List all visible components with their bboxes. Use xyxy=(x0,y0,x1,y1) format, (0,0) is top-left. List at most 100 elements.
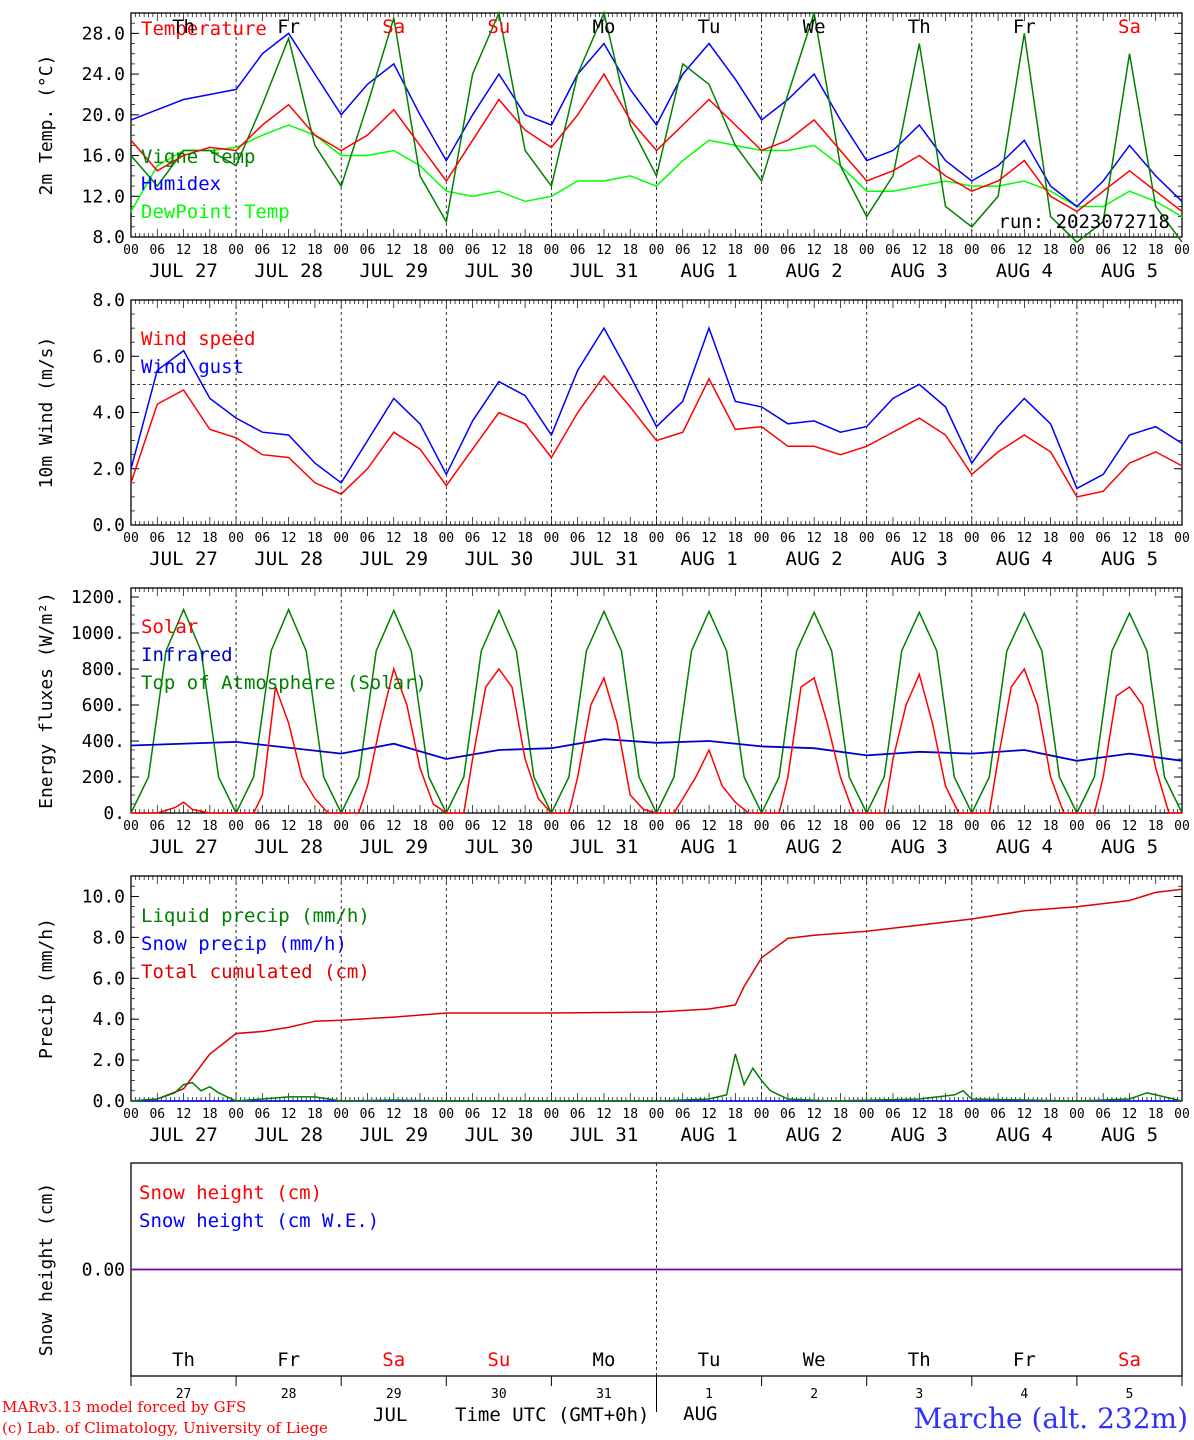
weekday-label-top: Sa xyxy=(382,16,405,38)
hour-tick-label: 18 xyxy=(727,243,743,258)
hour-tick-label: 06 xyxy=(255,1107,271,1122)
y-tick-label: 4.0 xyxy=(92,403,125,424)
hour-tick-label: 12 xyxy=(386,243,402,258)
y-axis-title: Snow height (cm) xyxy=(36,1183,57,1356)
hour-tick-label: 18 xyxy=(938,819,954,834)
hour-tick-label: 00 xyxy=(123,819,139,834)
hour-tick-label: 00 xyxy=(754,531,770,546)
hour-tick-label: 06 xyxy=(570,1107,586,1122)
credit-lab: (c) Lab. of Climatology, University of L… xyxy=(2,1419,328,1437)
series-line-1 xyxy=(130,325,1183,490)
y-tick-label: 800. xyxy=(82,659,125,680)
hour-tick-label: 18 xyxy=(412,1107,428,1122)
day-number-label: 31 xyxy=(596,1387,612,1402)
y-tick-label: 8.0 xyxy=(92,227,125,248)
hour-tick-label: 12 xyxy=(176,243,192,258)
y-tick-label: 400. xyxy=(82,731,125,752)
date-label: JUL 31 xyxy=(570,548,639,570)
date-label: JUL 27 xyxy=(149,836,218,858)
month-label-jul: JUL xyxy=(373,1404,408,1426)
hour-tick-label: 12 xyxy=(701,531,717,546)
hour-tick-label: 00 xyxy=(754,243,770,258)
run-label: run: 2023072718 xyxy=(998,211,1170,233)
hour-tick-label: 12 xyxy=(491,531,507,546)
weekday-label-bottom: Fr xyxy=(277,1349,300,1371)
hour-tick-label: 12 xyxy=(806,531,822,546)
hour-tick-label: 12 xyxy=(701,1107,717,1122)
series-line-0 xyxy=(130,374,1183,498)
weekday-label-top: Tu xyxy=(698,16,721,38)
hour-tick-label: 06 xyxy=(1095,819,1111,834)
y-tick-label: 200. xyxy=(82,767,125,788)
date-label: JUL 27 xyxy=(149,548,218,570)
hour-tick-label: 00 xyxy=(1174,243,1190,258)
hour-tick-label: 00 xyxy=(964,819,980,834)
hour-tick-label: 12 xyxy=(386,1107,402,1122)
hour-tick-label: 06 xyxy=(570,243,586,258)
series-line-0 xyxy=(130,1053,1183,1102)
weekday-label-bottom: Mo xyxy=(593,1349,616,1371)
date-label: AUG 4 xyxy=(996,548,1053,570)
hour-tick-label: 00 xyxy=(859,531,875,546)
y-tick-label: 20.0 xyxy=(82,105,125,126)
date-label: AUG 3 xyxy=(891,836,948,858)
hour-tick-label: 12 xyxy=(911,1107,927,1122)
y-tick-label: 1200. xyxy=(71,587,125,608)
weekday-label-bottom: Su xyxy=(487,1349,510,1371)
hour-tick-label: 00 xyxy=(228,531,244,546)
hour-tick-label: 18 xyxy=(1148,819,1164,834)
hour-tick-label: 18 xyxy=(1043,531,1059,546)
hour-tick-label: 00 xyxy=(123,531,139,546)
hour-tick-label: 06 xyxy=(1095,1107,1111,1122)
hour-tick-label: 18 xyxy=(412,243,428,258)
y-tick-label: 0.0 xyxy=(92,1091,125,1112)
hour-tick-label: 06 xyxy=(885,819,901,834)
date-label: JUL 30 xyxy=(465,1124,534,1146)
hour-tick-label: 18 xyxy=(938,243,954,258)
hour-tick-label: 00 xyxy=(333,1107,349,1122)
hour-tick-label: 00 xyxy=(228,1107,244,1122)
series-line-2 xyxy=(130,32,1183,208)
date-label: JUL 31 xyxy=(570,836,639,858)
panel-frame xyxy=(130,587,1183,814)
hour-tick-label: 18 xyxy=(1148,531,1164,546)
hour-tick-label: 12 xyxy=(176,1107,192,1122)
y-tick-label: 1000. xyxy=(71,623,125,644)
hour-tick-label: 18 xyxy=(938,531,954,546)
hour-tick-label: 12 xyxy=(491,819,507,834)
hour-tick-label: 00 xyxy=(544,819,560,834)
hour-tick-label: 12 xyxy=(1017,1107,1033,1122)
hour-tick-label: 06 xyxy=(990,819,1006,834)
hour-tick-label: 00 xyxy=(1174,531,1190,546)
hour-tick-label: 00 xyxy=(438,243,454,258)
hour-tick-label: 06 xyxy=(780,819,796,834)
hour-tick-label: 18 xyxy=(517,1107,533,1122)
date-label: AUG 2 xyxy=(786,836,843,858)
hour-tick-label: 18 xyxy=(307,531,323,546)
hour-tick-label: 18 xyxy=(517,243,533,258)
hour-tick-label: 18 xyxy=(622,243,638,258)
hour-tick-label: 18 xyxy=(727,531,743,546)
panel-4: 0.00 Snow height (cm) Snow height (cm) Snow… xyxy=(36,1162,1183,1377)
hour-tick-label: 12 xyxy=(176,531,192,546)
hour-tick-label: 06 xyxy=(149,531,165,546)
series-line-1 xyxy=(130,738,1183,762)
hour-tick-label: 06 xyxy=(255,531,271,546)
day-number-label: 3 xyxy=(915,1387,923,1402)
hour-tick-label: 18 xyxy=(1043,1107,1059,1122)
hour-tick-label: 06 xyxy=(1095,243,1111,258)
day-number-label: 5 xyxy=(1126,1387,1134,1402)
hour-tick-label: 06 xyxy=(675,531,691,546)
weekday-label-bottom: Fr xyxy=(1013,1349,1036,1371)
date-label: JUL 28 xyxy=(254,836,323,858)
hour-tick-label: 00 xyxy=(1174,819,1190,834)
hour-tick-label: 00 xyxy=(964,1107,980,1122)
hour-tick-label: 18 xyxy=(938,1107,954,1122)
hour-tick-label: 12 xyxy=(386,819,402,834)
series-line-1 xyxy=(130,10,1183,244)
hour-tick-label: 18 xyxy=(1148,1107,1164,1122)
date-label: AUG 1 xyxy=(680,548,737,570)
hour-tick-label: 06 xyxy=(465,243,481,258)
weekday-label-top: Th xyxy=(908,16,931,38)
series-line-2 xyxy=(130,888,1183,1102)
